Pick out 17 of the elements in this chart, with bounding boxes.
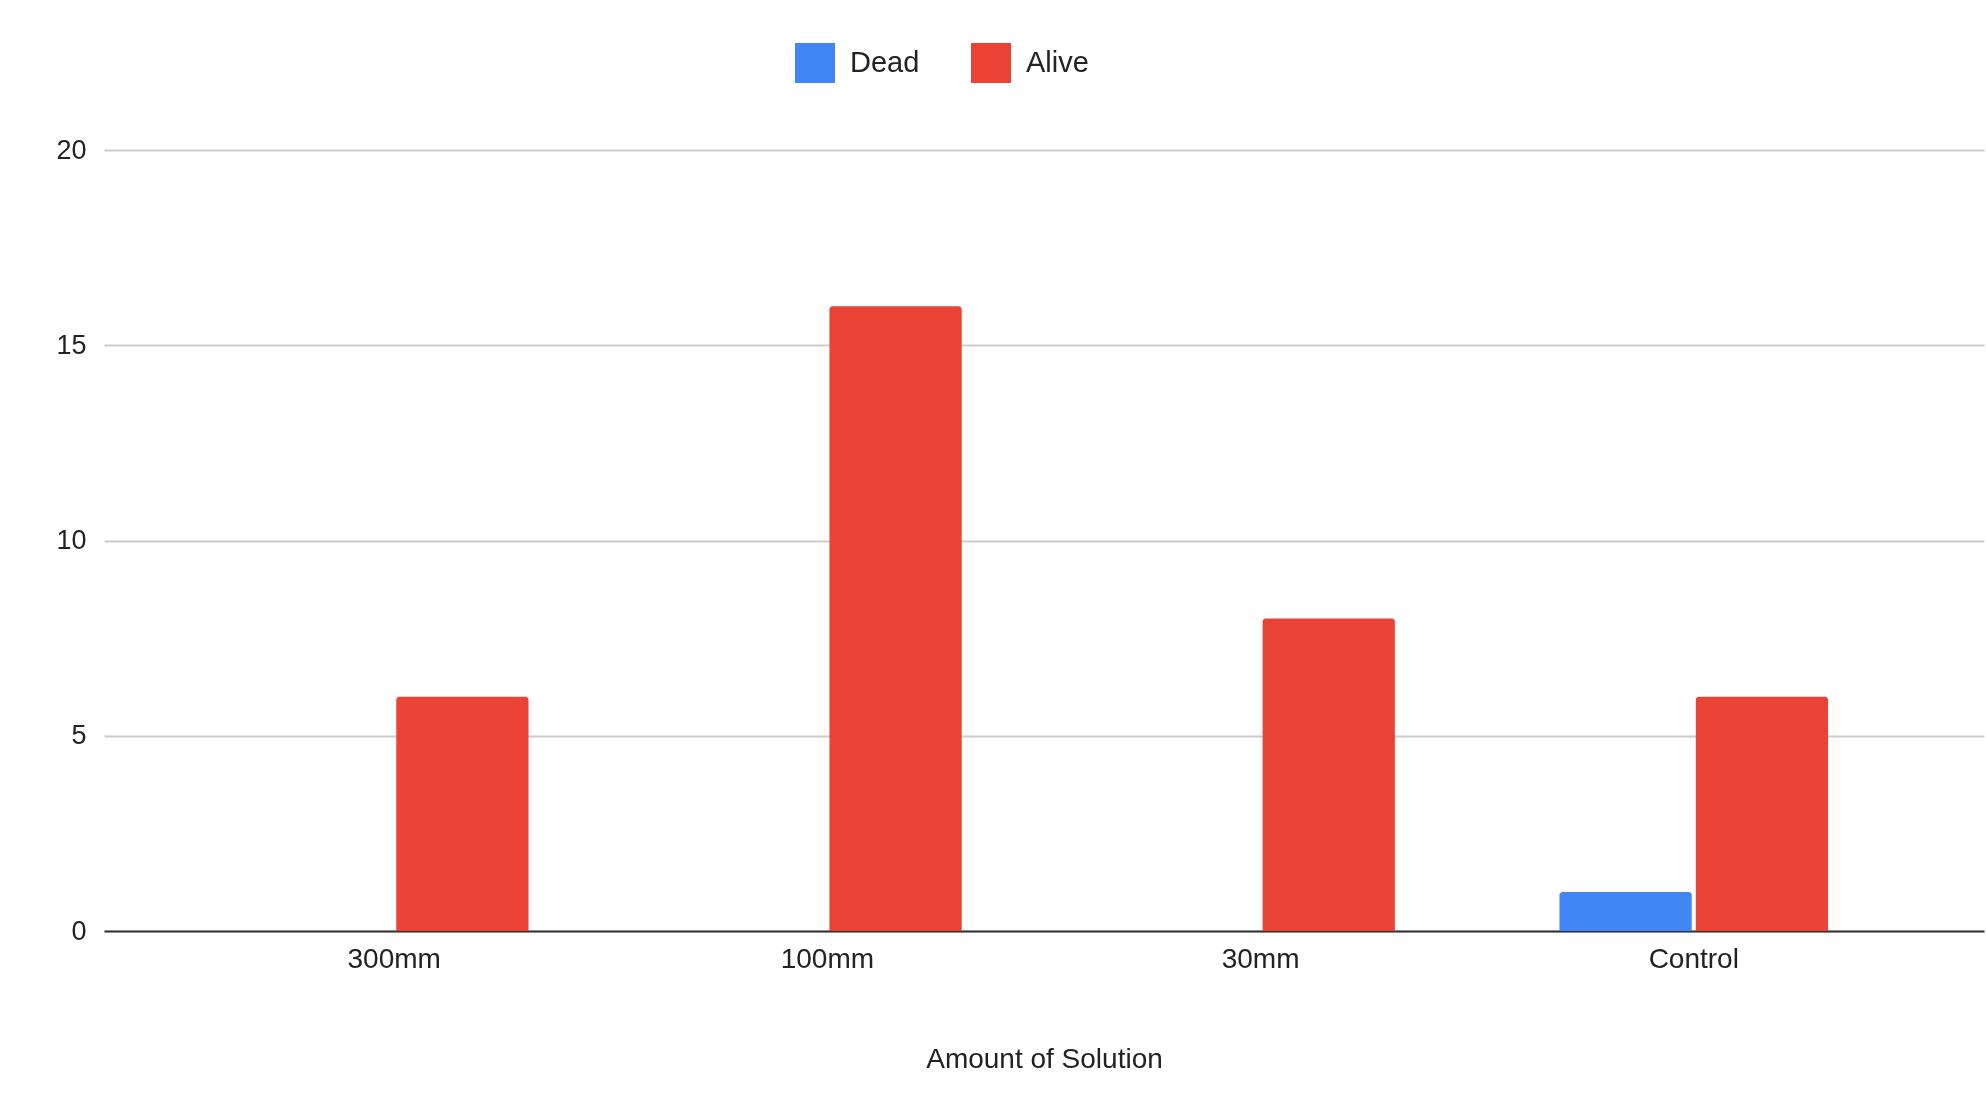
y-tick-label: 10 (56, 525, 87, 555)
x-tick-label: Control (1648, 942, 1739, 974)
x-axis-title: Amount of Solution (926, 1042, 1163, 1074)
y-tick-label: 20 (56, 134, 87, 165)
x-tick-label: 300mm (347, 942, 441, 974)
x-tick-label: 100mm (780, 942, 875, 974)
y-tick-label: 15 (56, 329, 87, 360)
y-tick-label: 5 (71, 720, 87, 751)
legend-label: Alive (1026, 46, 1089, 78)
bar (396, 696, 529, 931)
legend-label: Dead (850, 46, 920, 78)
bar (1695, 696, 1829, 931)
bar (829, 306, 962, 931)
y-tick-label: 0 (71, 915, 87, 946)
x-tick-label: 30mm (1221, 942, 1300, 974)
bar (1262, 618, 1395, 931)
bar (1559, 891, 1692, 931)
